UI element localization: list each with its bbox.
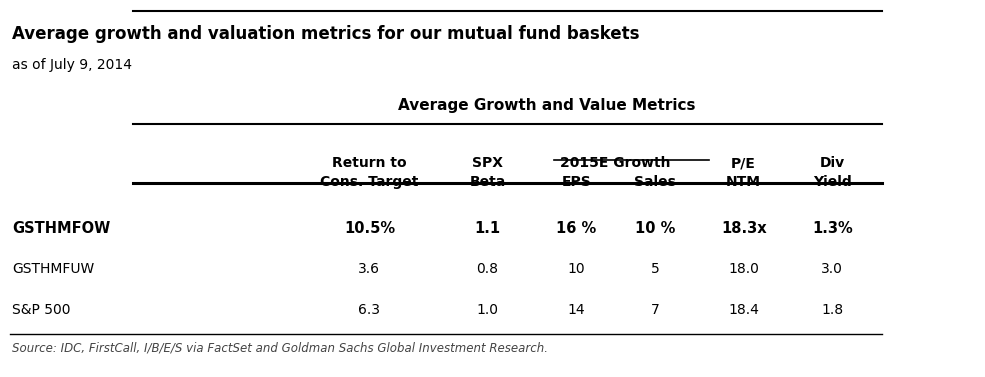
Text: Source: IDC, FirstCall, I/B/E/S via FactSet and Goldman Sachs Global Investment : Source: IDC, FirstCall, I/B/E/S via Fact… bbox=[12, 341, 548, 354]
Text: 18.4: 18.4 bbox=[728, 303, 759, 317]
Text: GSTHMFUW: GSTHMFUW bbox=[12, 262, 95, 276]
Text: 5: 5 bbox=[651, 262, 659, 276]
Text: 18.0: 18.0 bbox=[728, 262, 759, 276]
Text: 2015E Growth: 2015E Growth bbox=[560, 156, 671, 170]
Text: 7: 7 bbox=[651, 303, 659, 317]
Text: NTM: NTM bbox=[726, 175, 761, 189]
Text: P/E: P/E bbox=[731, 156, 756, 170]
Text: Beta: Beta bbox=[470, 175, 505, 189]
Text: 10.5%: 10.5% bbox=[344, 221, 395, 236]
Text: Average Growth and Value Metrics: Average Growth and Value Metrics bbox=[398, 98, 695, 113]
Text: 1.1: 1.1 bbox=[475, 221, 500, 236]
Text: Yield: Yield bbox=[813, 175, 852, 189]
Text: 3.0: 3.0 bbox=[821, 262, 843, 276]
Text: 6.3: 6.3 bbox=[359, 303, 380, 317]
Text: 3.6: 3.6 bbox=[359, 262, 380, 276]
Text: EPS: EPS bbox=[561, 175, 591, 189]
Text: 16 %: 16 % bbox=[557, 221, 596, 236]
Text: Return to: Return to bbox=[332, 156, 407, 170]
Text: Div: Div bbox=[820, 156, 845, 170]
Text: 10: 10 bbox=[567, 262, 585, 276]
Text: Sales: Sales bbox=[634, 175, 676, 189]
Text: 0.8: 0.8 bbox=[477, 262, 498, 276]
Text: 1.0: 1.0 bbox=[477, 303, 498, 317]
Text: SPX: SPX bbox=[472, 156, 503, 170]
Text: 1.3%: 1.3% bbox=[812, 221, 853, 236]
Text: as of July 9, 2014: as of July 9, 2014 bbox=[12, 58, 132, 72]
Text: 18.3x: 18.3x bbox=[721, 221, 766, 236]
Text: 14: 14 bbox=[567, 303, 585, 317]
Text: S&P 500: S&P 500 bbox=[12, 303, 70, 317]
Text: 10 %: 10 % bbox=[635, 221, 675, 236]
Text: 1.8: 1.8 bbox=[821, 303, 843, 317]
Text: Cons. Target: Cons. Target bbox=[320, 175, 419, 189]
Text: Average growth and valuation metrics for our mutual fund baskets: Average growth and valuation metrics for… bbox=[12, 25, 639, 43]
Text: GSTHMFOW: GSTHMFOW bbox=[12, 221, 110, 236]
